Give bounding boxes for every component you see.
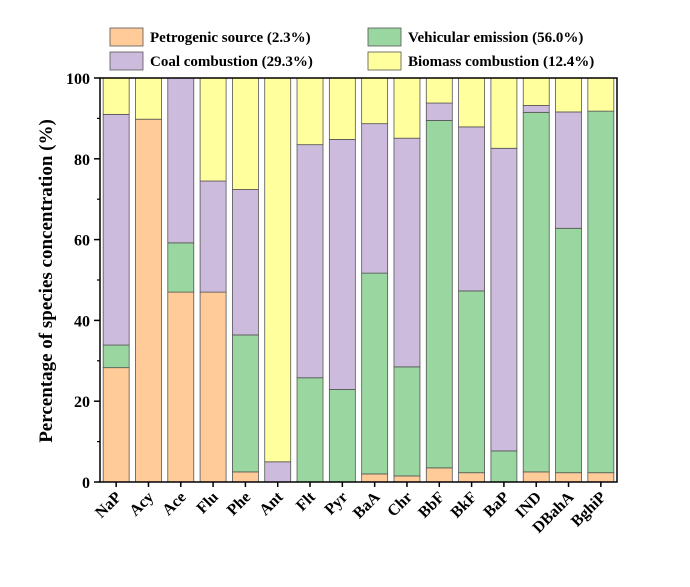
bar-Flu-series-3 xyxy=(199,77,227,182)
bar-Pyr-series-3 xyxy=(328,77,356,140)
x-tick-label: Flt xyxy=(293,488,319,514)
bar-Chr-series-3 xyxy=(393,77,421,139)
bar-BkF-series-0 xyxy=(458,472,485,483)
bar-BbF-series-0 xyxy=(425,467,453,483)
x-tick-label: Chr xyxy=(384,489,416,521)
bar-BbF-series-3 xyxy=(425,77,453,104)
bar-Phe-series-2 xyxy=(232,189,259,336)
bar-NaP-series-3 xyxy=(102,77,130,115)
x-tick-label: Flu xyxy=(194,489,222,517)
bar-Pyr-series-1 xyxy=(328,389,356,483)
x-tick-label: Acy xyxy=(126,489,157,520)
bar-Acy-series-3 xyxy=(135,77,162,120)
bar-BghiP-series-0 xyxy=(587,472,615,483)
bar-BaA-series-1 xyxy=(361,272,389,475)
bar-DBahA-series-3 xyxy=(555,77,582,113)
bar-Pyr-series-2 xyxy=(328,139,356,390)
legend-label-2: Coal combustion (29.3%) xyxy=(150,54,313,70)
x-tick-label: Phe xyxy=(224,489,254,519)
x-tick-label: BghiP xyxy=(568,489,610,531)
bar-IND-series-0 xyxy=(522,471,550,483)
bar-BbF-series-1 xyxy=(425,120,453,469)
bar-DBahA-series-2 xyxy=(555,111,582,229)
bar-BaP-series-2 xyxy=(490,147,518,452)
x-tick-label: Ace xyxy=(159,489,189,519)
bars-layer xyxy=(102,77,615,483)
bar-Flt-series-1 xyxy=(296,377,324,483)
y-tick-label: 0 xyxy=(82,475,90,492)
bar-NaP-series-0 xyxy=(102,367,130,483)
bar-Flu-series-2 xyxy=(199,180,227,293)
legend-swatch-2 xyxy=(109,51,144,71)
bar-Ant-series-3 xyxy=(264,77,292,463)
bar-IND-series-3 xyxy=(522,77,550,106)
bar-BaA-series-2 xyxy=(361,123,389,274)
y-tick-label: 60 xyxy=(74,233,90,250)
y-tick-label: 40 xyxy=(74,313,90,330)
legend-swatch-1 xyxy=(367,27,402,47)
legend-swatch-0 xyxy=(109,27,144,47)
y-axis: 0 20 40 60 80 100 xyxy=(66,71,100,492)
bar-Chr-series-1 xyxy=(393,366,421,477)
x-tick-label: BkF xyxy=(448,489,481,522)
bar-BghiP-series-3 xyxy=(587,77,615,112)
bar-Phe-series-1 xyxy=(232,334,259,473)
legend-label-3: Biomass combustion (12.4%) xyxy=(408,54,594,70)
x-tick-label: Pyr xyxy=(322,489,352,519)
bar-Flt-series-3 xyxy=(296,77,324,146)
bar-IND-series-1 xyxy=(522,111,550,473)
legend-label-0: Petrogenic source (2.3%) xyxy=(150,30,311,46)
legend: Petrogenic source (2.3%) Vehicular emissi… xyxy=(109,27,594,71)
y-tick-label: 100 xyxy=(66,71,90,88)
bar-DBahA-series-0 xyxy=(555,472,582,483)
y-tick-label: 80 xyxy=(74,152,90,169)
bar-Chr-series-0 xyxy=(393,475,421,483)
bar-Phe-series-3 xyxy=(232,77,259,190)
x-tick-label: BaA xyxy=(350,488,384,522)
bar-BaP-series-1 xyxy=(490,450,518,483)
bar-Phe-series-0 xyxy=(232,471,259,483)
bar-BghiP-series-1 xyxy=(587,110,615,474)
bar-DBahA-series-1 xyxy=(555,227,582,474)
bar-Flt-series-2 xyxy=(296,144,324,379)
bar-BaA-series-0 xyxy=(361,473,389,483)
x-tick-label: BaP xyxy=(481,489,513,521)
bar-BaP-series-3 xyxy=(490,77,518,149)
bar-IND-series-2 xyxy=(522,105,550,113)
x-tick-label: BbF xyxy=(415,489,448,522)
bar-Flu-series-0 xyxy=(199,291,227,483)
legend-label-1: Vehicular emission (56.0%) xyxy=(408,30,583,46)
bar-Ant-series-2 xyxy=(264,461,292,483)
bar-BaA-series-3 xyxy=(361,77,389,125)
bar-BbF-series-2 xyxy=(425,102,453,121)
bar-Ace-series-2 xyxy=(167,77,195,244)
bar-BkF-series-2 xyxy=(458,126,485,292)
legend-swatch-3 xyxy=(367,51,402,71)
bar-Ace-series-1 xyxy=(167,242,195,293)
bar-Ace-series-0 xyxy=(167,291,195,483)
bar-BkF-series-3 xyxy=(458,77,485,128)
bar-BkF-series-1 xyxy=(458,290,485,474)
y-tick-label: 20 xyxy=(74,394,90,411)
bar-Chr-series-2 xyxy=(393,137,421,368)
bar-NaP-series-1 xyxy=(102,344,130,369)
y-axis-label: Percentage of species concentration (%) xyxy=(36,119,57,443)
bar-NaP-series-2 xyxy=(102,113,130,346)
x-tick-label: Ant xyxy=(256,488,287,519)
x-tick-label: NaP xyxy=(92,489,125,522)
bar-Acy-series-0 xyxy=(135,118,162,483)
